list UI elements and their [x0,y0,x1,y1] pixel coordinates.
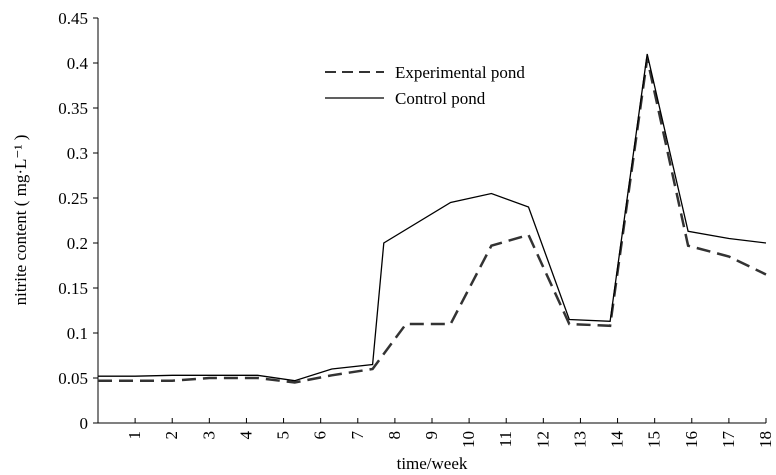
y-tick-label: 0.2 [67,234,88,253]
y-tick-label: 0.05 [58,369,88,388]
data-line [98,58,767,384]
y-tick-label: 0.15 [58,279,88,298]
data-line [98,53,767,382]
y-tick-label: 0.35 [58,99,88,118]
y-tick-label: 0.3 [67,144,88,163]
x-tick-label: 6 [311,431,330,440]
y-tick-label: 0 [80,414,89,433]
legend-label: Experimental pond [395,63,525,82]
x-tick-label: 18 [756,431,775,448]
y-tick-label: 0.4 [67,54,89,73]
x-tick-label: 5 [274,431,293,440]
x-tick-label: 14 [608,431,627,449]
y-tick-label: 0.45 [58,9,88,28]
y-tick-label: 0.1 [67,324,88,343]
x-tick-label: 16 [682,431,701,448]
x-tick-label: 17 [719,431,738,449]
x-tick-label: 8 [385,431,404,440]
x-tick-label: 9 [422,431,441,440]
x-tick-label: 15 [645,431,664,448]
x-tick-label: 1 [125,431,144,440]
legend-label: Control pond [395,89,486,108]
x-tick-label: 2 [162,431,181,440]
x-tick-label: 4 [236,431,255,440]
x-tick-label: 12 [533,431,552,448]
y-tick-label: 0.25 [58,189,88,208]
x-tick-label: 7 [348,431,367,440]
x-tick-label: 11 [496,431,515,447]
x-tick-label: 3 [199,431,218,440]
x-axis-label: time/week [397,454,468,473]
x-tick-label: 13 [570,431,589,448]
x-tick-label: 10 [459,431,478,448]
y-axis-label: nitrite content ( mg·L⁻¹ ) [11,135,30,306]
